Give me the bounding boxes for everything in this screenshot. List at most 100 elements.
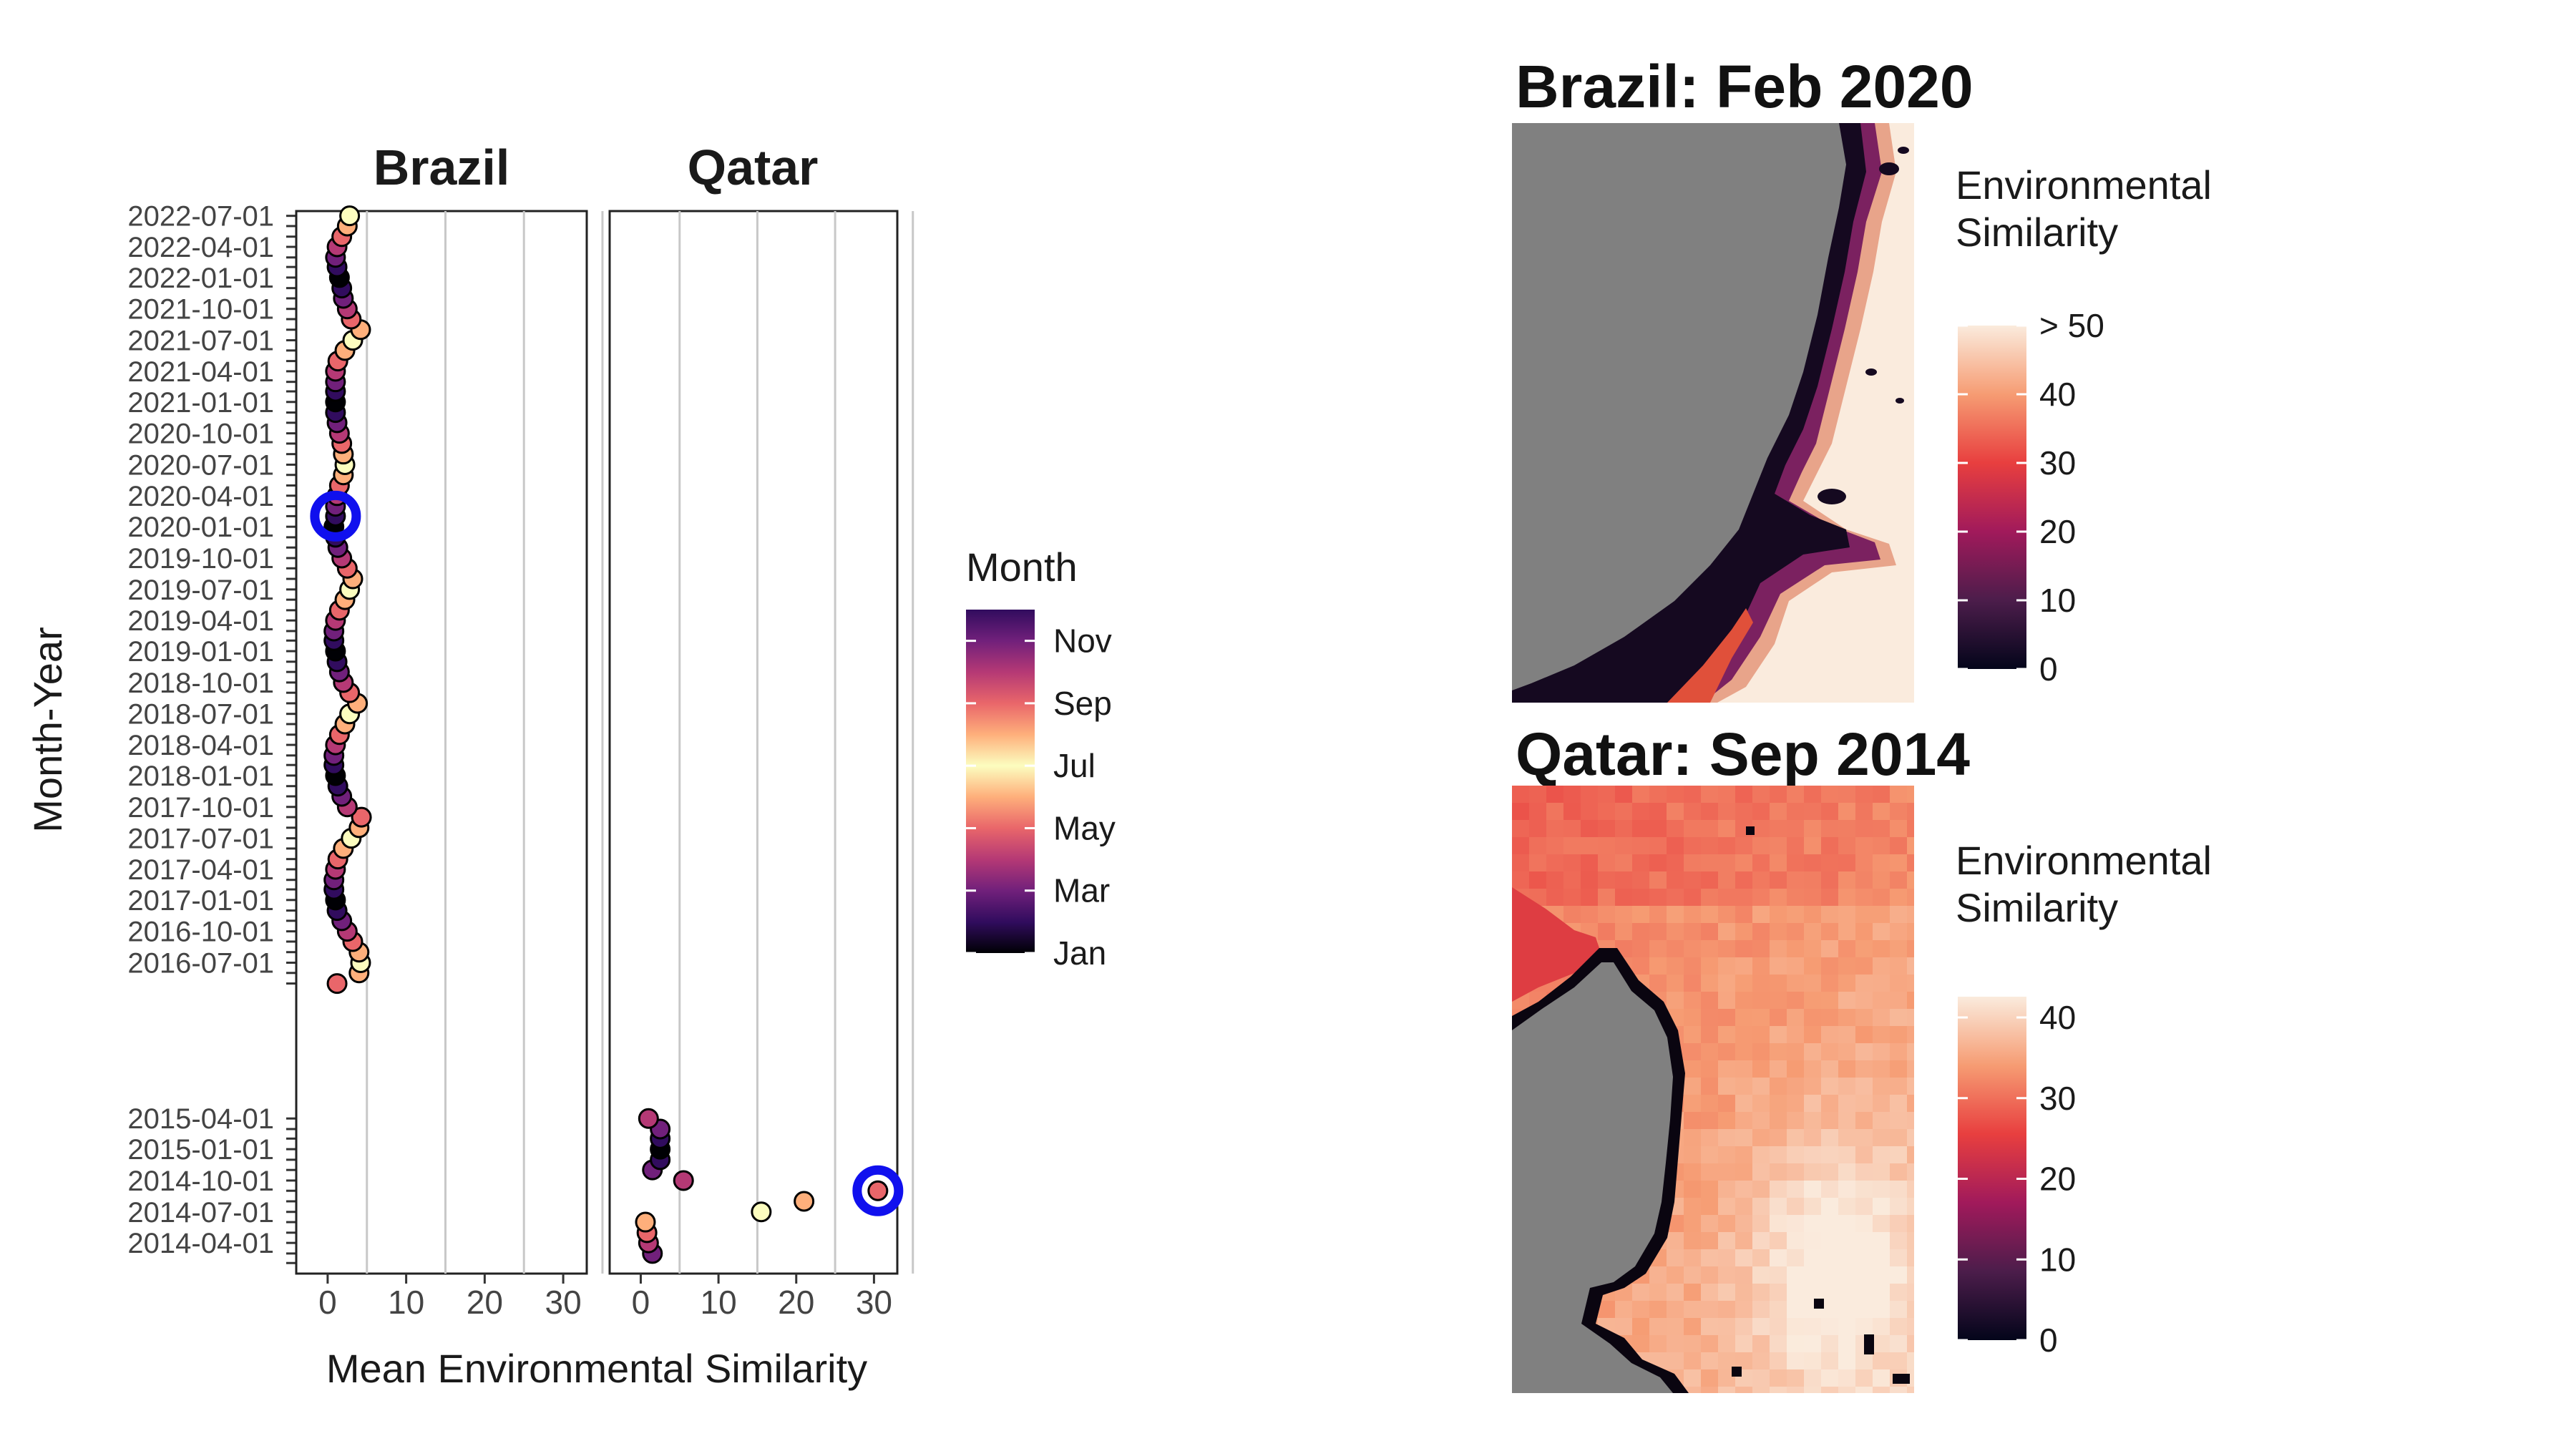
qatar-raster-cell bbox=[1563, 803, 1581, 820]
qatar-raster-cell bbox=[1701, 820, 1718, 837]
qatar-raster-cell bbox=[1735, 1163, 1752, 1181]
y-tick-label: 2021-01-01 bbox=[127, 387, 274, 419]
qatar-raster-cell bbox=[1838, 803, 1855, 820]
qatar-raster-cell bbox=[1735, 1112, 1752, 1129]
qatar-raster-cell bbox=[1735, 1043, 1752, 1060]
qatar-raster-cell bbox=[1684, 1095, 1701, 1112]
qatar-raster-cell bbox=[1701, 1129, 1718, 1146]
qatar-raster-cell bbox=[1787, 1249, 1804, 1266]
qatar-raster-cell bbox=[1855, 1181, 1873, 1198]
x-tick-label: 0 bbox=[318, 1284, 337, 1321]
qatar-raster-cell bbox=[1855, 1043, 1873, 1060]
qatar-raster-cell bbox=[1787, 1369, 1804, 1387]
qatar-raster-cell bbox=[1907, 975, 1914, 992]
x-tick-label: 30 bbox=[545, 1284, 581, 1321]
qatar-raster-cell bbox=[1804, 803, 1821, 820]
qatar-raster-cell bbox=[1787, 803, 1804, 820]
qatar-raster-cell bbox=[1770, 1095, 1787, 1112]
qatar-raster-cell bbox=[1787, 1318, 1804, 1335]
qatar-raster-cell bbox=[1667, 820, 1684, 837]
qatar-raster-cell bbox=[1770, 1129, 1787, 1146]
qatar-raster-cell bbox=[1735, 1146, 1752, 1163]
qatar-raster-cell bbox=[1855, 1352, 1873, 1369]
qatar-raster-cell bbox=[1546, 871, 1563, 889]
qatar-raster-cell bbox=[1752, 975, 1770, 992]
y-tick-label: 2014-10-01 bbox=[127, 1166, 274, 1197]
panel-brazil: Brazil bbox=[295, 140, 604, 1275]
qatar-raster-cell bbox=[1667, 1284, 1684, 1301]
qatar-raster-cell bbox=[1821, 957, 1838, 975]
qatar-raster-cell bbox=[1735, 854, 1752, 871]
qatar-raster-cell bbox=[1838, 786, 1855, 803]
qatar-raster-cell bbox=[1735, 1335, 1752, 1352]
qatar-raster-cell bbox=[1649, 1284, 1667, 1301]
y-tick-label: 2022-04-01 bbox=[127, 232, 274, 263]
qatar-raster-cell bbox=[1787, 1215, 1804, 1232]
points-brazil bbox=[310, 205, 372, 995]
qatar-raster-cell bbox=[1873, 1026, 1890, 1043]
qatar-raster-cell bbox=[1615, 1318, 1632, 1335]
qatar-raster-cell bbox=[1804, 1266, 1821, 1284]
qatar-raster-cell bbox=[1701, 1335, 1718, 1352]
brazil-island-3 bbox=[1865, 368, 1877, 376]
qatar-raster-cell bbox=[1838, 1318, 1855, 1335]
qatar-raster-cell bbox=[1855, 1318, 1873, 1335]
qatar-raster-cell bbox=[1804, 940, 1821, 957]
brazil-legend-title-1: Environmental bbox=[1956, 162, 2212, 207]
qatar-raster-cell bbox=[1804, 1078, 1821, 1095]
qatar-raster-cell bbox=[1684, 803, 1701, 820]
qatar-raster-cell bbox=[1838, 940, 1855, 957]
qatar-pixel-1 bbox=[1746, 826, 1755, 835]
qatar-raster-cell bbox=[1684, 1198, 1701, 1215]
map-brazil: Brazil: Feb 2020 Environmental Similarit… bbox=[1512, 53, 2212, 703]
qatar-raster-cell bbox=[1684, 992, 1701, 1009]
qatar-raster-cell bbox=[1632, 1335, 1649, 1352]
qatar-raster-cell bbox=[1701, 786, 1718, 803]
qatar-raster-cell bbox=[1701, 992, 1718, 1009]
qatar-raster-cell bbox=[1684, 1266, 1701, 1284]
y-tick-label: 2019-01-01 bbox=[127, 636, 274, 668]
qatar-raster-cell bbox=[1787, 975, 1804, 992]
qatar-raster-cell bbox=[1838, 837, 1855, 854]
y-tick-label: 2016-07-01 bbox=[127, 948, 274, 980]
qatar-raster-cell bbox=[1855, 1163, 1873, 1181]
y-tick-label: 2021-10-01 bbox=[127, 294, 274, 326]
qatar-raster-cell bbox=[1804, 1146, 1821, 1163]
qatar-raster-cell bbox=[1581, 820, 1598, 837]
qatar-raster-cell bbox=[1735, 1284, 1752, 1301]
qatar-raster-cell bbox=[1787, 1284, 1804, 1301]
qatar-raster-cell bbox=[1838, 1181, 1855, 1198]
data-point-brazil bbox=[326, 973, 348, 995]
qatar-raster-cell bbox=[1873, 889, 1890, 906]
qatar-raster-cell bbox=[1855, 1249, 1873, 1266]
qatar-raster-cell bbox=[1838, 1060, 1855, 1078]
qatar-raster-cell bbox=[1735, 1215, 1752, 1232]
y-tick-label: 2016-10-01 bbox=[127, 917, 274, 948]
qatar-raster-cell bbox=[1804, 1060, 1821, 1078]
qatar-raster-cell bbox=[1735, 906, 1752, 923]
qatar-raster-cell bbox=[1907, 803, 1914, 820]
qatar-raster-cell bbox=[1890, 1284, 1907, 1301]
qatar-raster-cell bbox=[1770, 837, 1787, 854]
qatar-raster-cell bbox=[1615, 923, 1632, 940]
qatar-raster-cell bbox=[1718, 837, 1735, 854]
qatar-raster-cell bbox=[1701, 1146, 1718, 1163]
qatar-raster-cell bbox=[1804, 889, 1821, 906]
qatar-raster-cell bbox=[1787, 1095, 1804, 1112]
qatar-raster-cell bbox=[1787, 820, 1804, 837]
qatar-raster-cell bbox=[1684, 1301, 1701, 1318]
qatar-raster-cell bbox=[1718, 975, 1735, 992]
x-axis: 0 10 20 30 0 10 20 30 bbox=[318, 1274, 892, 1321]
qatar-raster-cell bbox=[1770, 1043, 1787, 1060]
qatar-raster-cell bbox=[1821, 786, 1838, 803]
qatar-raster-cell bbox=[1890, 1163, 1907, 1181]
qatar-raster-cell bbox=[1873, 854, 1890, 871]
qatar-raster-cell bbox=[1890, 889, 1907, 906]
qatar-raster-cell bbox=[1581, 871, 1598, 889]
panel-qatar: Qatar bbox=[608, 140, 914, 1275]
qatar-raster-cell bbox=[1804, 1284, 1821, 1301]
qatar-raster-cell bbox=[1855, 1129, 1873, 1146]
qatar-raster-cell bbox=[1598, 854, 1615, 871]
qatar-raster-cell bbox=[1752, 957, 1770, 975]
y-tick-label: 2022-07-01 bbox=[127, 201, 274, 233]
